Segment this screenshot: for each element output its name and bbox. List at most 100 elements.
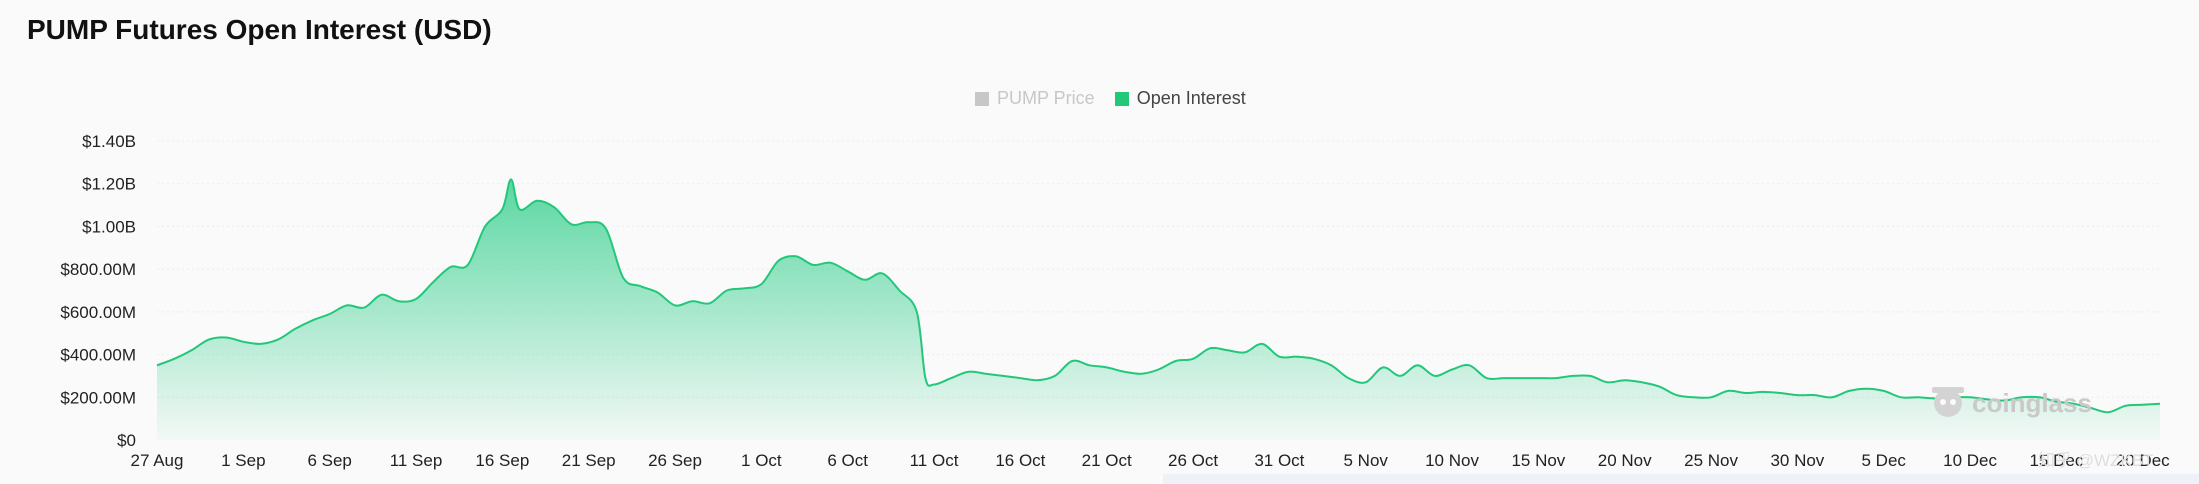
x-tick-label: 21 Oct (1082, 451, 1132, 470)
data-point (1225, 348, 1230, 353)
open-interest-line (156, 178, 2161, 414)
data-point (1760, 389, 1765, 394)
data-point (586, 220, 591, 225)
y-tick-label: $400.00M (60, 346, 136, 365)
data-point (500, 207, 505, 212)
data-point (1778, 391, 1783, 396)
data-point (293, 326, 298, 331)
data-point (1139, 371, 1144, 376)
data-point (1346, 376, 1351, 381)
legend-label-pump-price: PUMP Price (997, 88, 1095, 108)
data-point (275, 337, 280, 342)
data-point (690, 299, 695, 304)
data-point (1173, 359, 1178, 364)
data-point (379, 292, 384, 297)
data-point (327, 312, 332, 317)
bottom-scroll-bar[interactable] (1163, 474, 2199, 484)
data-point (1070, 359, 1075, 364)
data-point (224, 335, 229, 340)
y-tick-label: $200.00M (60, 388, 136, 407)
data-point (362, 305, 367, 310)
y-axis: $0 $200.00M $400.00M $600.00M $800.00M $1.00B… (60, 132, 136, 450)
data-point (707, 301, 712, 306)
data-point (1795, 393, 1800, 398)
data-point (845, 269, 850, 274)
x-tick-label: 25 Nov (1684, 451, 1738, 470)
data-point (1260, 341, 1265, 346)
chart-title: PUMP Futures Open Interest (USD) (27, 14, 492, 45)
x-tick-label: 11 Sep (390, 451, 443, 470)
data-point (1657, 384, 1662, 389)
data-point (2106, 410, 2111, 415)
legend-item-pump-price[interactable]: PUMP Price (975, 88, 1095, 109)
data-point (1277, 354, 1282, 359)
data-point (2140, 402, 2145, 407)
data-point (673, 303, 678, 308)
x-tick-label: 16 Oct (995, 451, 1045, 470)
data-point (448, 265, 453, 270)
data-point (1467, 363, 1472, 368)
data-point (1812, 393, 1817, 398)
data-point (811, 262, 816, 267)
data-point (1242, 350, 1247, 355)
x-tick-label: 11 Oct (910, 451, 959, 470)
data-point (206, 337, 211, 342)
coinglass-watermark: coinglass (1932, 387, 2092, 418)
x-tick-label: 10 Dec (1943, 451, 1997, 470)
x-tick-label: 15 Dec (2029, 451, 2083, 470)
data-point (1432, 373, 1437, 378)
data-point (1018, 376, 1023, 381)
data-point (1674, 393, 1679, 398)
data-point (1743, 391, 1748, 396)
data-point (1398, 373, 1403, 378)
data-point (1605, 380, 1610, 385)
x-tick-label: 1 Oct (741, 451, 782, 470)
x-tick-label: 1 Sep (221, 451, 265, 470)
data-point (1311, 356, 1316, 361)
legend-swatch-pump-price (975, 91, 989, 106)
source-credit: 知乎 @WZKBT (2038, 451, 2153, 470)
watermark-text: coinglass (1972, 388, 2092, 418)
y-tick-label: $600.00M (60, 303, 136, 322)
data-point (431, 280, 436, 285)
data-point (828, 260, 833, 265)
data-point (2123, 403, 2128, 408)
data-point (1864, 386, 1869, 391)
data-point (1294, 354, 1299, 359)
data-point (603, 226, 608, 231)
data-point (863, 277, 868, 282)
x-tick-label: 30 Nov (1770, 451, 1824, 470)
legend-item-open-interest[interactable]: Open Interest (1114, 88, 1246, 109)
data-point (759, 282, 764, 287)
x-tick-label: 27 Aug (131, 451, 184, 470)
x-tick-label: 5 Dec (1862, 451, 1907, 470)
data-point (1191, 356, 1196, 361)
x-tick-label: 26 Sep (648, 451, 702, 470)
data-point (1553, 376, 1558, 381)
open-interest-area (157, 179, 2160, 440)
x-tick-label: 10 Nov (1425, 451, 1479, 470)
y-tick-label: $800.00M (60, 260, 136, 279)
x-axis: 27 Aug 1 Sep 6 Sep 11 Sep 16 Sep 21 Sep 26 Sep… (131, 451, 2171, 470)
data-point (724, 288, 729, 293)
data-point (465, 262, 470, 267)
data-point (1916, 395, 1921, 400)
data-point (534, 198, 539, 203)
data-point (1570, 373, 1575, 378)
data-point (241, 339, 246, 344)
data-point (414, 297, 419, 302)
data-point (1519, 376, 1524, 381)
data-point (155, 363, 160, 368)
data-point (509, 177, 514, 182)
y-tick-label: $1.40B (82, 132, 136, 151)
data-point (1588, 373, 1593, 378)
data-point (1087, 363, 1092, 368)
y-tick-label: $1.20B (82, 175, 136, 194)
data-point (1415, 363, 1420, 368)
data-point (1001, 373, 1006, 378)
data-point (2158, 401, 2163, 406)
data-point (172, 356, 177, 361)
data-point (1881, 388, 1886, 393)
x-tick-label: 6 Sep (307, 451, 351, 470)
